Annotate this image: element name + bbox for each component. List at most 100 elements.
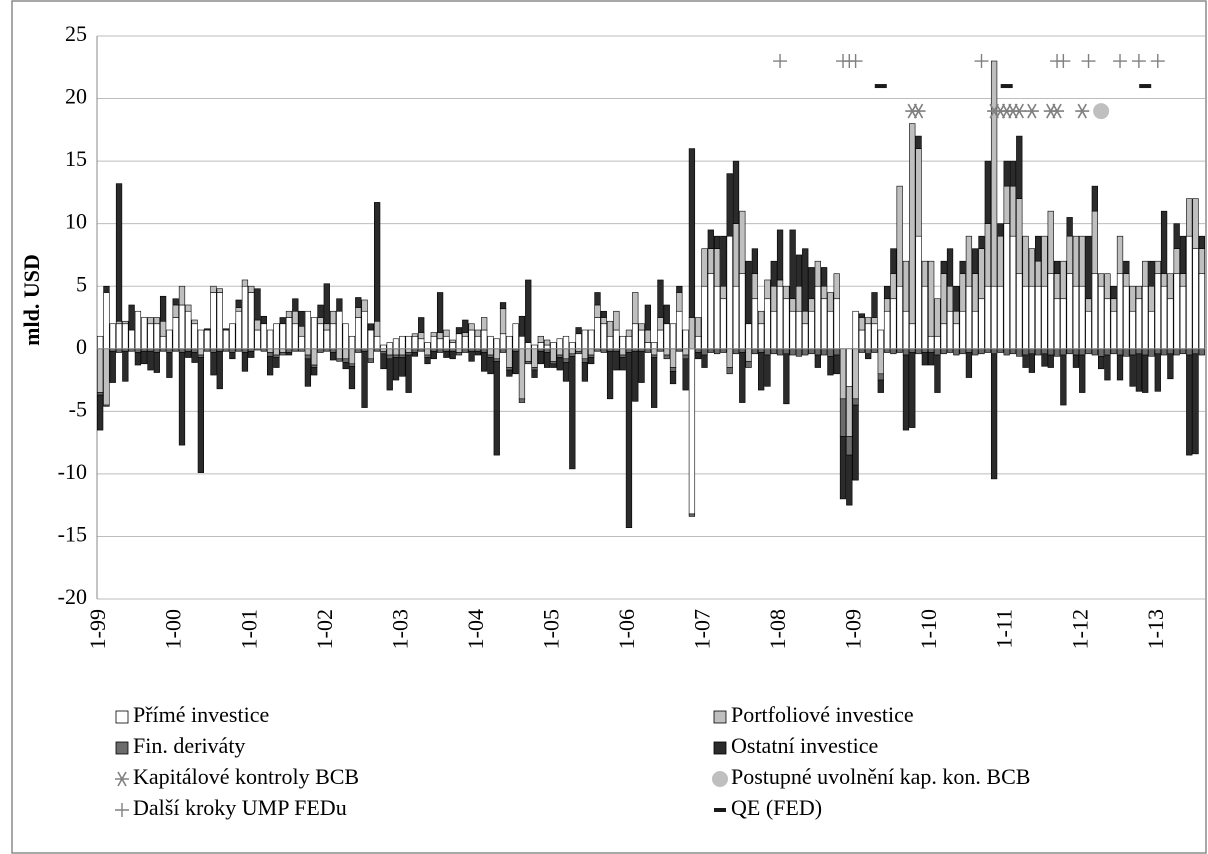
- bar-segment: [336, 298, 343, 312]
- bar-segment: [569, 342, 576, 350]
- bar-segment: [103, 292, 110, 350]
- bar-segment: [682, 329, 689, 350]
- bar-segment: [644, 342, 651, 350]
- bar-segment: [569, 348, 576, 355]
- bar-segment: [449, 350, 456, 360]
- bar-segment: [852, 310, 859, 350]
- bar-segment: [1192, 248, 1199, 350]
- bar-segment: [1060, 260, 1067, 300]
- bar-segment: [1186, 235, 1193, 350]
- bar-segment: [1003, 223, 1010, 350]
- bar-segment: [392, 354, 400, 358]
- x-tick-label: 1-03: [387, 609, 412, 649]
- bar-segment: [128, 329, 135, 350]
- bar-segment: [934, 298, 941, 337]
- bar-segment: [216, 350, 223, 390]
- bar-segment: [97, 394, 104, 431]
- bar-segment: [625, 352, 633, 528]
- bar-segment: [455, 348, 463, 353]
- bar-segment: [896, 185, 903, 287]
- bar-segment: [141, 350, 148, 365]
- bar-segment: [191, 348, 198, 353]
- bar-segment: [978, 298, 985, 350]
- bar-segment: [839, 436, 847, 500]
- bar-segment: [399, 357, 406, 377]
- bar-segment: [436, 292, 444, 333]
- bar-segment: [1022, 354, 1029, 368]
- bar-segment: [115, 320, 123, 325]
- bar-segment: [1186, 198, 1193, 237]
- bar-segment: [858, 317, 866, 331]
- bar-segment: [625, 335, 633, 350]
- bar-segment: [707, 229, 714, 249]
- bar-segment: [1097, 285, 1105, 350]
- x-tick-label: 1-01: [236, 609, 261, 649]
- bar-segment: [455, 352, 463, 356]
- bar-segment: [443, 329, 450, 337]
- bar-segment: [1186, 354, 1193, 456]
- bar-segment: [405, 335, 412, 350]
- bar-segment: [644, 329, 651, 343]
- bar-segment: [588, 354, 595, 358]
- bar-segment: [978, 348, 985, 355]
- bar-segment: [487, 348, 494, 356]
- bar-segment: [953, 323, 960, 350]
- y-tick-label: 25: [65, 21, 87, 46]
- bar-segment: [726, 235, 733, 350]
- bar-segment: [487, 357, 494, 375]
- bar-segment: [323, 329, 330, 350]
- legend-label: Další kroky UMP FEDu: [133, 795, 347, 820]
- bar-segment: [978, 235, 985, 249]
- bar-segment: [115, 323, 123, 350]
- bar-segment: [701, 354, 708, 368]
- x-tick-label: 1-13: [1143, 609, 1168, 649]
- bar-segment: [997, 348, 1004, 353]
- bar-segment: [865, 353, 872, 360]
- x-tick-label: 1-00: [161, 609, 186, 649]
- bar-segment: [1097, 355, 1105, 370]
- bar-segment: [1173, 248, 1180, 275]
- bar-segment: [298, 310, 305, 327]
- marker-plus: [1131, 54, 1146, 69]
- bar-segment: [235, 307, 242, 312]
- bar-segment: [97, 392, 104, 396]
- bar-segment: [651, 342, 658, 350]
- bar-segment: [317, 304, 324, 318]
- bar-segment: [254, 329, 261, 350]
- bar-segment: [720, 285, 727, 300]
- bar-segment: [789, 348, 796, 356]
- bar-segment: [858, 348, 866, 353]
- bar-segment: [1142, 285, 1149, 350]
- bar-segment: [745, 260, 752, 325]
- bar-segment: [1022, 235, 1029, 287]
- bar-segment: [657, 329, 664, 350]
- bar-segment: [537, 342, 544, 350]
- bar-segment: [273, 354, 280, 358]
- bar-segment: [1053, 260, 1061, 275]
- bar-segment: [411, 348, 419, 353]
- bar-segment: [1003, 348, 1010, 356]
- bar-segment: [1053, 273, 1061, 300]
- bar-segment: [323, 283, 330, 325]
- bar-segment: [323, 323, 330, 331]
- bar-segment: [776, 348, 784, 356]
- bar-segment: [342, 358, 349, 363]
- bar-segment: [342, 348, 349, 360]
- bar-segment: [348, 363, 356, 367]
- bar-segment: [1072, 285, 1080, 350]
- legend-swatch: [115, 741, 129, 755]
- bar-segment: [669, 367, 677, 372]
- legend-label: Portfoliové investice: [731, 702, 914, 727]
- bar-segment: [871, 323, 878, 350]
- bar-segment: [147, 323, 154, 350]
- bar-segment: [273, 323, 280, 350]
- bar-segment: [1028, 353, 1036, 373]
- bar-segment: [329, 348, 337, 353]
- bar-segment: [241, 285, 249, 350]
- bar-segment: [1123, 260, 1130, 275]
- bar-segment: [348, 365, 356, 390]
- legend-item: Další kroky UMP FEDu: [115, 795, 347, 820]
- bar-segment: [783, 298, 790, 350]
- bar-segment: [619, 354, 626, 358]
- bar-segment: [462, 319, 469, 333]
